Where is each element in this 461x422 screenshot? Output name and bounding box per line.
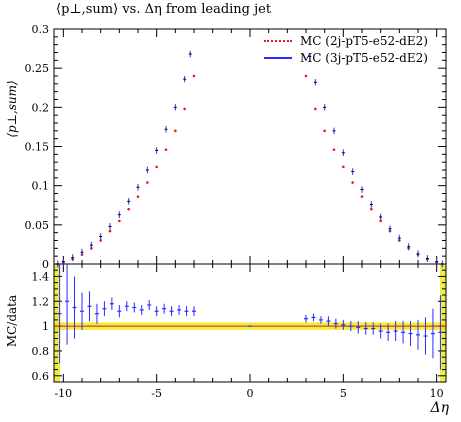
point-2j: [127, 207, 130, 211]
x-tick-label: -5: [151, 387, 162, 400]
x-tick-label: -10: [54, 387, 72, 400]
point-2j: [118, 219, 121, 223]
y-tick-label-ratio: 0.6: [32, 370, 50, 383]
y-tick-label-ratio: 1.4: [32, 270, 50, 283]
point-2j: [342, 165, 345, 169]
y-tick-label-top: 0.25: [25, 62, 50, 75]
point-2j: [314, 107, 317, 111]
y-tick-label-top: 0.15: [25, 141, 50, 154]
legend: MC (2j-pT5-e52-dE2) MC (3j-pT5-e52-dE2): [264, 32, 428, 66]
top-plot-frame: [53, 28, 447, 265]
y-tick-label-top: 0: [42, 258, 49, 271]
legend-label-3j: MC (3j-pT5-e52-dE2): [300, 50, 428, 65]
legend-swatch-2j: [264, 39, 292, 42]
point-2j: [360, 195, 364, 198]
ratio-band-left-edge: [54, 264, 60, 382]
point-2j: [379, 219, 382, 223]
point-2j: [155, 165, 158, 169]
point-2j: [99, 239, 102, 242]
legend-entry-2j: MC (2j-pT5-e52-dE2): [264, 32, 428, 49]
point-2j: [174, 129, 177, 133]
point-2j: [323, 129, 326, 133]
x-tick-label: 0: [247, 387, 254, 400]
ratio-band-right-edge: [440, 264, 446, 382]
y-tick-label-ratio: 0.8: [32, 345, 50, 358]
y-tick-label-top: 0.05: [25, 219, 50, 232]
y-tick-label-ratio: 1.2: [32, 295, 50, 308]
point-2j: [183, 107, 186, 111]
point-2j: [370, 207, 373, 211]
chart-title: ⟨p⊥,sum⟩ vs. Δη from leading jet: [56, 2, 272, 17]
point-2j: [304, 74, 308, 78]
point-2j: [332, 148, 336, 151]
x-tick-label: 5: [340, 387, 347, 400]
x-axis-label: Δη: [430, 400, 450, 416]
point-2j: [192, 74, 196, 78]
point-2j: [351, 181, 354, 184]
point-2j: [136, 195, 140, 198]
y-tick-label-top: 0.3: [32, 23, 50, 36]
y-tick-label-top: 0.2: [32, 101, 50, 114]
y-tick-label-ratio: 1: [42, 320, 49, 333]
legend-label-2j: MC (2j-pT5-e52-dE2): [300, 33, 428, 48]
point-2j: [164, 148, 168, 151]
point-2j: [108, 229, 112, 233]
y-tick-label-top: 0.1: [32, 180, 50, 193]
legend-entry-3j: MC (3j-pT5-e52-dE2): [264, 49, 428, 66]
point-2j: [146, 181, 149, 184]
legend-swatch-3j: [264, 56, 292, 59]
x-tick-label: 10: [430, 387, 444, 400]
